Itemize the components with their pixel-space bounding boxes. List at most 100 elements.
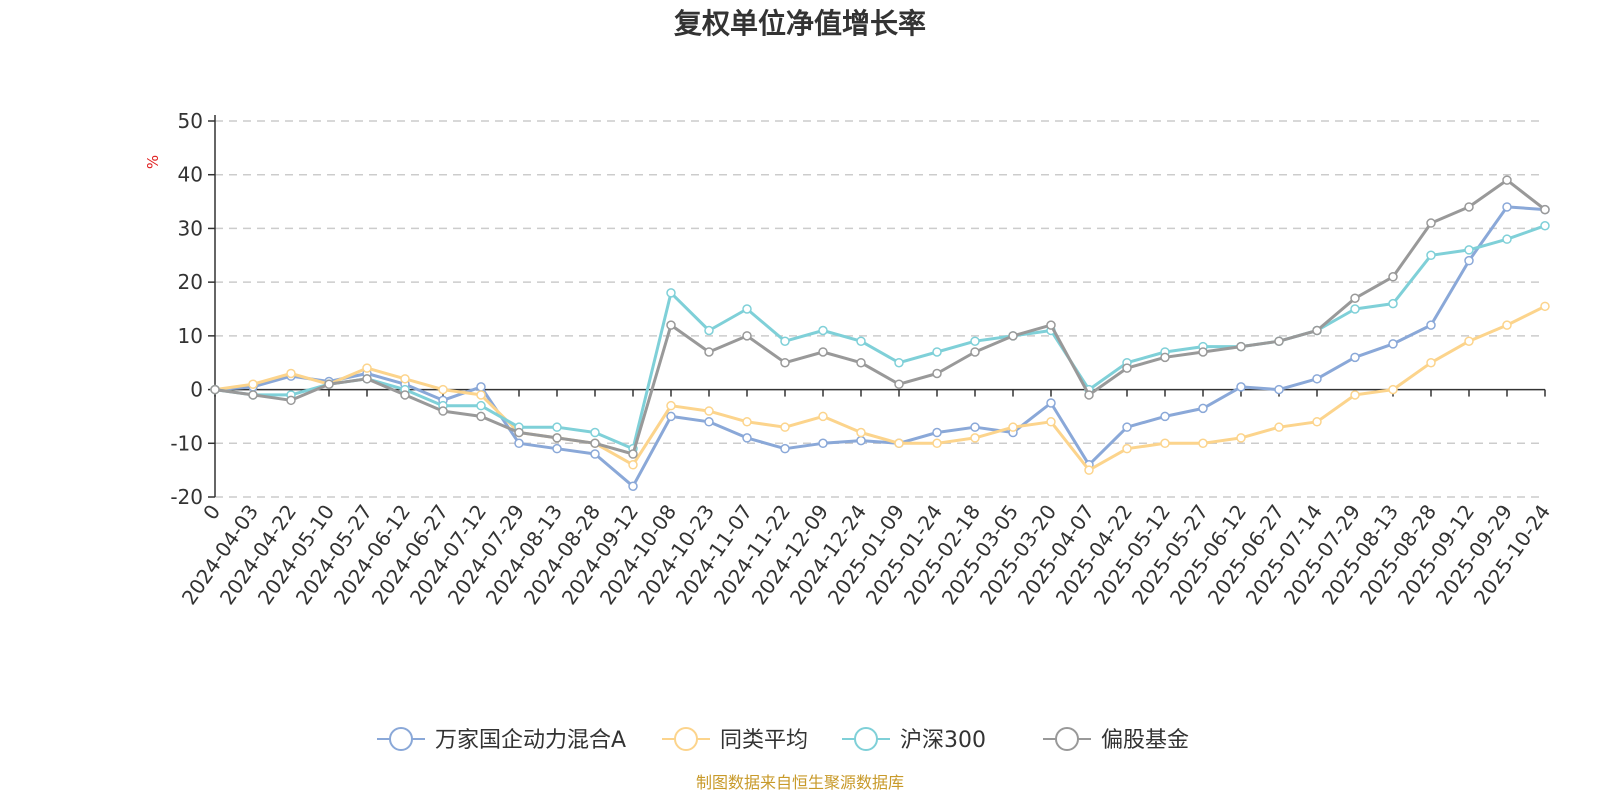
data-point	[362, 363, 372, 373]
data-point	[1274, 384, 1284, 395]
data-point	[552, 433, 562, 443]
legend-label: 同类平均	[720, 728, 808, 753]
data-point	[1426, 320, 1436, 330]
data-point	[704, 325, 714, 336]
data-point	[1122, 422, 1132, 432]
data-point	[1160, 411, 1170, 422]
data-point	[780, 443, 790, 454]
data-point	[818, 411, 828, 422]
y-axis-ticks: 50 40 30 20 10 0 -10 -20	[170, 109, 215, 509]
data-point	[514, 427, 524, 438]
data-point	[248, 379, 258, 389]
data-point	[1464, 202, 1474, 212]
data-point	[1122, 443, 1132, 454]
y-tick-label: 20	[178, 270, 203, 294]
series-0	[210, 202, 1550, 492]
legend-item-2[interactable]: 沪深300	[842, 727, 986, 753]
data-point	[628, 481, 638, 492]
data-point	[1046, 320, 1056, 330]
data-point	[1502, 320, 1512, 330]
data-point	[1388, 339, 1398, 349]
series-2	[210, 220, 1550, 454]
data-point	[780, 336, 790, 346]
data-point	[1236, 382, 1246, 392]
legend-item-3[interactable]: 偏股基金	[1043, 727, 1189, 753]
data-point	[1198, 438, 1208, 449]
data-point	[1464, 336, 1474, 346]
legend-marker-icon	[389, 727, 413, 751]
data-point	[1198, 403, 1208, 414]
data-point	[1540, 301, 1550, 312]
data-point	[666, 320, 676, 330]
legend-label: 偏股基金	[1101, 728, 1189, 753]
data-point	[324, 379, 334, 389]
data-point	[856, 336, 866, 346]
data-point	[780, 422, 790, 432]
series-line	[213, 224, 1547, 451]
data-point	[742, 331, 752, 341]
legend-item-0[interactable]: 万家国企动力混合A	[377, 727, 626, 753]
data-point	[666, 400, 676, 411]
grid-lines	[215, 120, 1545, 498]
data-point	[1426, 250, 1436, 261]
data-point	[590, 438, 600, 449]
legend-label: 万家国企动力混合A	[435, 728, 626, 753]
data-point	[1008, 422, 1018, 432]
data-point	[1464, 255, 1474, 266]
data-point	[856, 427, 866, 438]
data-point	[932, 368, 942, 379]
data-point	[1388, 272, 1398, 282]
data-point	[1426, 218, 1436, 228]
data-point	[476, 382, 486, 392]
data-point	[1426, 357, 1436, 368]
data-point	[704, 347, 714, 357]
data-point	[894, 357, 904, 368]
data-point	[628, 449, 638, 459]
data-point	[1540, 204, 1550, 215]
source-note: 制图数据来自恒生聚源数据库	[696, 773, 904, 792]
data-point	[1122, 363, 1132, 373]
data-point	[1312, 325, 1322, 336]
chart-title: 复权单位净值增长率	[674, 7, 926, 40]
data-point	[1388, 384, 1398, 395]
data-point	[1274, 336, 1284, 346]
data-point	[894, 438, 904, 449]
y-tick-label: 50	[178, 109, 203, 133]
axes	[214, 115, 1545, 497]
data-point	[1312, 374, 1322, 384]
data-point	[476, 411, 486, 422]
data-point	[1008, 331, 1018, 341]
data-point	[1502, 175, 1512, 185]
legend-label: 沪深300	[900, 728, 986, 753]
data-point	[1350, 390, 1360, 400]
data-point	[780, 357, 790, 368]
series-line	[213, 178, 1547, 456]
legend: 万家国企动力混合A 同类平均 沪深300 偏股基金	[377, 727, 1189, 753]
legend-item-1[interactable]: 同类平均	[662, 727, 808, 753]
data-point	[1236, 341, 1246, 352]
series-lines	[210, 175, 1550, 492]
series-line	[213, 304, 1547, 472]
data-point	[970, 422, 980, 432]
data-point	[1160, 352, 1170, 363]
y-tick-label: -10	[170, 431, 203, 455]
data-point	[932, 438, 942, 449]
data-point	[286, 368, 296, 379]
data-point	[856, 435, 866, 446]
y-axis-unit: %	[144, 155, 162, 169]
data-point	[856, 357, 866, 368]
data-point	[362, 374, 372, 384]
data-point	[248, 390, 258, 400]
data-point	[210, 384, 220, 395]
data-point	[590, 427, 600, 438]
data-point	[1464, 245, 1474, 255]
series-3	[210, 175, 1550, 459]
series-line	[213, 205, 1547, 488]
data-point	[1046, 398, 1056, 408]
data-point	[552, 443, 562, 454]
data-point	[1046, 417, 1056, 427]
legend-marker-icon	[1055, 727, 1079, 751]
legend-marker-icon	[854, 727, 878, 751]
data-point	[1312, 417, 1322, 427]
